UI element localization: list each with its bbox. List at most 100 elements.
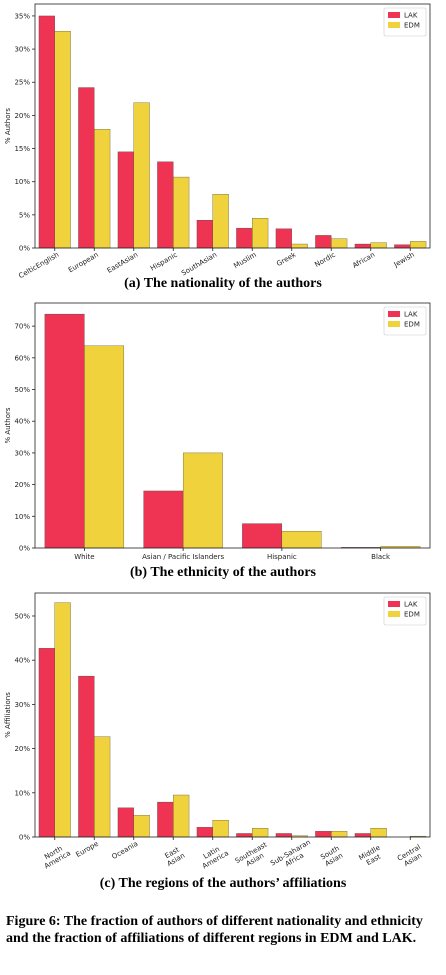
bar — [157, 161, 174, 249]
y-axis-label: % Authors — [4, 108, 12, 144]
y-tick-label: 15% — [14, 145, 30, 153]
x-tick-label: Sub-SaharanAfrica — [269, 838, 316, 874]
bar — [54, 31, 71, 249]
bar — [331, 831, 348, 838]
legend-label: LAK — [404, 601, 418, 609]
figure-caption: Figure 6: The fraction of authors of dif… — [6, 914, 423, 946]
bar — [315, 235, 332, 249]
bar — [291, 243, 308, 249]
y-tick-label: 0% — [19, 834, 30, 842]
bar — [54, 602, 71, 838]
y-tick-label: 60% — [14, 354, 30, 362]
bar — [370, 828, 387, 838]
bar — [281, 531, 322, 549]
bar — [212, 820, 229, 838]
chart: 0% 10% 20% 30% 40% 50% NorthAmerica Europe Ocean… — [4, 592, 431, 891]
bar — [157, 801, 174, 838]
x-tick-label: European — [67, 251, 100, 275]
x-tick-label: MiddleEast — [358, 844, 386, 869]
y-tick-label: 0% — [19, 245, 30, 253]
legend-label: EDM — [404, 611, 420, 619]
bar — [331, 238, 348, 249]
x-tick-label: African — [351, 251, 376, 270]
y-tick-label: 10% — [14, 513, 30, 521]
y-tick-label: 50% — [14, 386, 30, 394]
bar — [117, 151, 134, 249]
bar — [252, 218, 269, 249]
y-tick-label: 25% — [14, 79, 30, 87]
bar — [236, 833, 253, 838]
x-tick-label: Oceania — [111, 840, 140, 861]
y-tick-label: 5% — [19, 211, 30, 219]
bar — [133, 815, 150, 838]
bar — [212, 194, 229, 249]
chart-caption: (a) The nationality of the authors — [124, 276, 322, 291]
legend-swatch — [388, 311, 400, 317]
x-tick-label: SoutheastAsian — [234, 841, 273, 873]
x-tick-label: Greek — [275, 250, 298, 268]
bar — [38, 648, 55, 838]
y-tick-label: 20% — [14, 481, 30, 489]
bar — [394, 244, 411, 249]
x-tick-label: SouthAsian — [319, 844, 345, 868]
x-tick-label: EastAsian — [106, 251, 140, 275]
bar — [143, 490, 184, 549]
bar — [78, 87, 95, 249]
x-tick-label: Muslim — [232, 251, 258, 270]
x-tick-label: Hispanic — [267, 553, 297, 561]
x-tick-label: Nordic — [313, 251, 337, 269]
legend-swatch — [388, 22, 400, 28]
bar — [173, 176, 190, 249]
legend-swatch — [388, 321, 400, 327]
y-tick-label: 20% — [14, 745, 30, 753]
bar — [242, 523, 283, 549]
bar — [173, 794, 190, 838]
bar — [133, 102, 150, 249]
plot-frame — [34, 302, 431, 549]
bar — [196, 220, 213, 249]
chart: 0% 5% 10% 15% 20% 25% 30% 35% CelticEnglish Europ… — [4, 3, 431, 291]
legend-label: EDM — [404, 22, 420, 30]
y-axis-label: % Affiliations — [4, 692, 12, 738]
y-tick-label: 10% — [14, 789, 30, 797]
plot-frame — [34, 3, 431, 249]
x-tick-label: White — [74, 553, 94, 561]
chart-caption: (c) The regions of the authors’ affiliat… — [100, 876, 347, 891]
bar — [196, 827, 213, 838]
chart-caption: (b) The ethnicity of the authors — [130, 565, 317, 580]
x-tick-label: Europe — [75, 840, 100, 859]
bar — [354, 243, 371, 249]
bar — [182, 452, 223, 549]
bar — [252, 828, 269, 838]
bar — [78, 675, 95, 838]
legend-label: LAK — [404, 311, 418, 319]
x-tick-label: Black — [371, 553, 391, 561]
y-tick-label: 35% — [14, 12, 30, 20]
legend-label: EDM — [404, 321, 420, 329]
y-tick-label: 50% — [14, 612, 30, 620]
bar — [84, 345, 125, 549]
y-tick-label: 20% — [14, 112, 30, 120]
bar — [117, 807, 134, 838]
x-tick-label: NorthAmerica — [39, 842, 72, 870]
bar — [370, 242, 387, 249]
bar — [94, 736, 111, 838]
y-tick-label: 30% — [14, 46, 30, 54]
legend-label: LAK — [404, 12, 418, 20]
bar — [315, 831, 332, 838]
x-tick-label: CentralAsian — [396, 843, 426, 870]
y-tick-label: 10% — [14, 178, 30, 186]
x-tick-label: Hispanic — [149, 251, 179, 273]
plot-frame — [34, 592, 431, 838]
y-tick-label: 40% — [14, 657, 30, 665]
x-tick-label: LatinAmerica — [197, 842, 230, 870]
figure: 0% 5% 10% 15% 20% 25% 30% 35% CelticEnglish Europ… — [4, 3, 431, 891]
bar — [38, 15, 55, 249]
y-tick-label: 0% — [19, 545, 30, 553]
chart: 0% 10% 20% 30% 40% 50% 60% 70% White Asian / Paci… — [4, 302, 431, 580]
bar — [410, 241, 427, 249]
y-tick-label: 40% — [14, 418, 30, 426]
bar — [236, 227, 253, 249]
bar — [275, 228, 292, 249]
